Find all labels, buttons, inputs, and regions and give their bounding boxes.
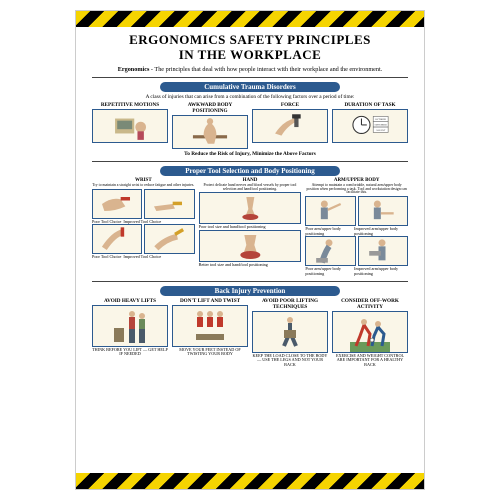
svg-text:OCTOBER: OCTOBER	[375, 118, 386, 121]
divider	[92, 161, 408, 162]
cap: Improved arm/upper body positioning	[354, 227, 408, 236]
s1-head: REPETITIVE MOTIONS	[92, 102, 168, 108]
cap: Better tool size and hand/tool positioni…	[199, 263, 302, 268]
title-line-2: IN THE WORKPLACE	[86, 48, 414, 63]
illustration-box	[144, 189, 194, 219]
illustration-box	[305, 236, 355, 266]
illustration-box	[92, 224, 142, 254]
s2-desc: Try to maintain a straight wrist to redu…	[92, 184, 195, 188]
s1-head: AWKWARD BODY POSITIONING	[172, 102, 248, 114]
definition: Ergonomics - The principles that deal wi…	[86, 66, 414, 73]
s3-cell: DON'T LIFT AND TWIST MOVE YOUR FEET INST…	[172, 298, 248, 368]
s3-head: DON'T LIFT AND TWIST	[172, 298, 248, 304]
s1-head: FORCE	[252, 102, 328, 108]
divider	[92, 281, 408, 282]
s2-desc: Protect delicate hand nerves and blood v…	[199, 184, 302, 192]
svg-text:SEPTEMBER: SEPTEMBER	[375, 124, 388, 126]
section1-intro: A class of injuries that can arise from …	[86, 94, 414, 100]
illustration-box	[252, 311, 328, 353]
cap: Improved arm/upper body positioning	[354, 267, 408, 276]
cap: THINK BEFORE YOU LIFT — GET HELP IF NEED…	[92, 348, 168, 357]
s1-head: DURATION OF TASK	[332, 102, 408, 108]
illustration-box	[92, 189, 142, 219]
s3-cell: AVOID HEAVY LIFTS THINK BEFORE YOU LIFT …	[92, 298, 168, 368]
cap: MOVE YOUR FEET INSTEAD OF TWISTING YOUR …	[172, 348, 248, 357]
cap: Poor arm/upper body positioning	[305, 267, 352, 276]
section3-row: AVOID HEAVY LIFTS THINK BEFORE YOU LIFT …	[92, 298, 408, 368]
illustration-box	[252, 109, 328, 143]
section1-row: REPETITIVE MOTIONS AWKWARD BODY POSITION…	[92, 102, 408, 149]
hazard-stripe-bottom	[76, 473, 424, 489]
illustration-box	[199, 230, 302, 262]
s1-cell-awkward: AWKWARD BODY POSITIONING	[172, 102, 248, 149]
illustration-box	[172, 115, 248, 149]
section2-banner: Proper Tool Selection and Body Positioni…	[160, 166, 340, 176]
section3-banner: Back Injury Prevention	[160, 286, 340, 296]
cap: Poor arm/upper body positioning	[305, 227, 352, 236]
illustration-box	[144, 224, 194, 254]
s2-desc: Attempt to maintain a comfortable, natur…	[305, 184, 408, 195]
s1-cell-force: FORCE	[252, 102, 328, 149]
content: ERGONOMICS SAFETY PRINCIPLES IN THE WORK…	[76, 11, 424, 390]
cap: Poor Tool Choice	[92, 255, 121, 260]
section2-row: WRIST Try to maintain a straight wrist t…	[92, 178, 408, 277]
cap: Improved Tool Choice	[123, 255, 161, 260]
s3-head: AVOID HEAVY LIFTS	[92, 298, 168, 304]
s3-head: CONSIDER OFF-WORK ACTIVITY	[332, 298, 408, 310]
main-title: ERGONOMICS SAFETY PRINCIPLES IN THE WORK…	[86, 33, 414, 63]
s2-col-arm: ARM/UPPER BODY Attempt to maintain a com…	[305, 178, 408, 277]
illustration-box	[92, 305, 168, 347]
section1-banner: Cumulative Trauma Disorders	[160, 82, 340, 92]
section1-footer: To Reduce the Risk of Injury, Minimize t…	[86, 151, 414, 157]
illustration-box: OCTOBER SEPTEMBER AUGUST	[332, 109, 408, 143]
illustration-box	[305, 196, 355, 226]
s1-cell-duration: DURATION OF TASK OCTOBER SEPTEMBER AUGUST	[332, 102, 408, 149]
s3-cell: AVOID POOR LIFTING TECHNIQUES KEEP THE L…	[252, 298, 328, 368]
illustration-box	[199, 192, 302, 224]
s2-col-wrist: WRIST Try to maintain a straight wrist t…	[92, 178, 195, 277]
illustration-box	[332, 311, 408, 353]
s1-cell-repetitive: REPETITIVE MOTIONS	[92, 102, 168, 149]
definition-text: - The principles that deal with how peop…	[149, 66, 382, 73]
illustration-box	[172, 305, 248, 347]
s3-head: AVOID POOR LIFTING TECHNIQUES	[252, 298, 328, 310]
title-line-1: ERGONOMICS SAFETY PRINCIPLES	[86, 33, 414, 48]
cap: KEEP THE LOAD CLOSE TO THE BODY — USE TH…	[252, 354, 328, 368]
s3-cell: CONSIDER OFF-WORK ACTIVITY EXERCISE AND …	[332, 298, 408, 368]
illustration-box	[358, 236, 408, 266]
divider	[92, 77, 408, 78]
definition-label: Ergonomics	[118, 66, 150, 73]
hazard-stripe-top	[76, 11, 424, 27]
poster: ERGONOMICS SAFETY PRINCIPLES IN THE WORK…	[75, 10, 425, 490]
illustration-box	[92, 109, 168, 143]
svg-text:AUGUST: AUGUST	[376, 129, 386, 132]
illustration-box	[358, 196, 408, 226]
cap: EXERCISE AND WEIGHT CONTROL ARE IMPORTAN…	[332, 354, 408, 368]
s2-col-hand: HAND Protect delicate hand nerves and bl…	[199, 178, 302, 277]
